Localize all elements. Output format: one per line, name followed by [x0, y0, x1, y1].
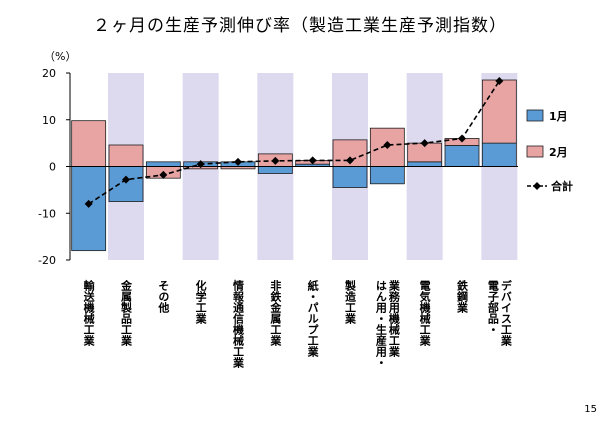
bar-feb: [332, 139, 368, 167]
y-tick-label: -10: [38, 207, 56, 220]
legend-swatch-jan: [526, 109, 544, 122]
category-label: デバイス工業: [499, 279, 513, 347]
total-point: [84, 199, 93, 208]
total-point: [196, 160, 205, 169]
bar-jan: [407, 161, 443, 167]
y-tick-label: -20: [38, 254, 56, 267]
legend-marker-total: [533, 182, 541, 190]
bar-jan: [481, 142, 517, 167]
bar-jan: [332, 166, 368, 188]
category-label: 紙・パルプ工業: [306, 279, 320, 358]
category-label: 化学工業: [194, 279, 208, 325]
total-point: [271, 156, 280, 165]
bar-jan: [369, 166, 405, 185]
axes: -20 -10 0 10 20: [38, 67, 518, 267]
total-point: [159, 170, 168, 179]
y-tick-label: 0: [49, 161, 56, 174]
bar-jan: [444, 145, 480, 167]
bar-feb: [71, 120, 107, 167]
legend-label-feb: 2月: [549, 146, 568, 159]
category-label: はん用・生産用・: [374, 280, 387, 368]
legend-label-jan: 1月: [549, 110, 568, 123]
total-point: [495, 76, 504, 85]
page-number: 15: [584, 404, 597, 415]
bar-jan: [145, 161, 181, 167]
bar-jan: [257, 166, 293, 174]
category-label: 電子部品・: [486, 280, 499, 335]
y-tick-label: 10: [42, 114, 56, 127]
bar-jan: [108, 166, 144, 202]
total-point: [458, 134, 466, 143]
category-label: 非鉄金属工業: [269, 279, 283, 347]
bar-jan: [71, 166, 107, 252]
total-point: [122, 175, 130, 184]
category-label: 業務用機械工業: [387, 279, 401, 358]
category-label: 製造工業: [344, 279, 358, 325]
total-point: [346, 156, 354, 165]
category-label: 金属製品工業: [120, 279, 134, 347]
total-point: [234, 157, 242, 166]
category-label: 輸送機械工業: [82, 279, 96, 347]
legend-swatch-feb: [526, 145, 544, 158]
total-point: [383, 140, 392, 149]
total-point: [420, 139, 429, 148]
total-line-path: [88, 80, 501, 205]
y-axis-unit: （%）: [44, 50, 76, 63]
category-label: その他: [157, 280, 171, 314]
category-label: 情報通信機械工業: [232, 279, 246, 369]
legend-label-total: 合計: [551, 179, 573, 193]
total-point: [308, 156, 317, 165]
bar-feb: [481, 79, 517, 144]
category-labels: 輸送機械工業 金属製品工業 その他 化学工業 情報通信機械工業 非鉄金属工業 紙・パルプ工業…: [82, 279, 513, 369]
chart-title: ２ヶ月の生産予測伸び率（製造工業生産予測指数）: [93, 16, 507, 36]
category-label: 電気機械工業: [418, 280, 432, 347]
y-tick-label: 20: [42, 67, 56, 80]
total-line: [84, 76, 504, 208]
bar-feb: [108, 144, 144, 167]
category-label: 鉄鋼業: [456, 279, 470, 314]
